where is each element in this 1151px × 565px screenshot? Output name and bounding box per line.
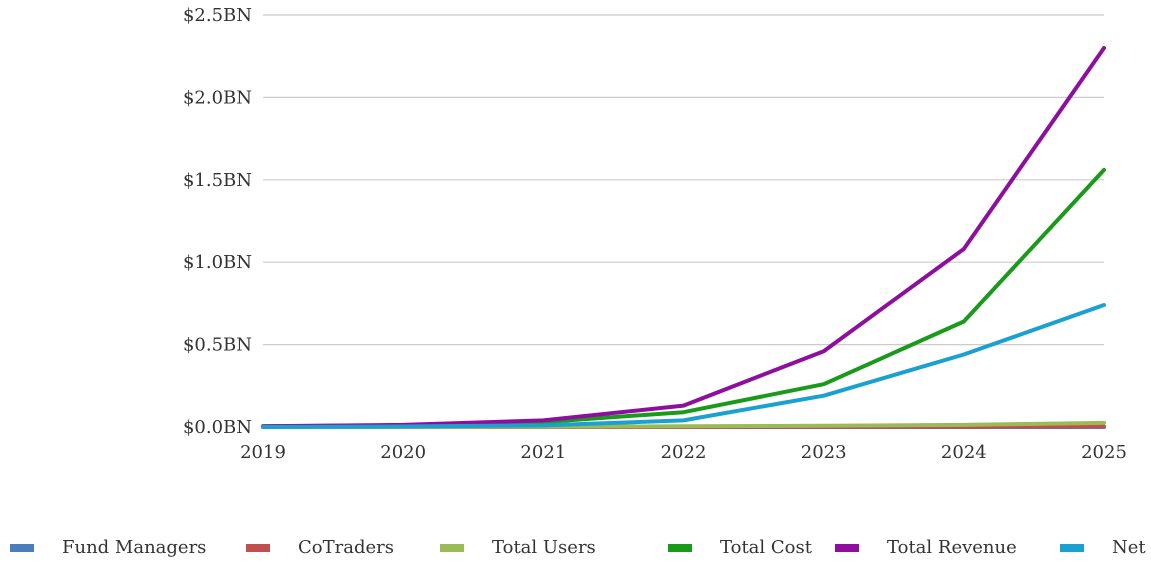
y-tick-label: $0.5BN (183, 335, 252, 356)
legend-item-cotraders[interactable]: CoTraders (246, 537, 394, 558)
legend-item-total-cost[interactable]: Total Cost (668, 537, 812, 558)
legend-swatch (668, 543, 692, 552)
line-chart: $0.0BN $0.5BN $1.0BN $1.5BN $2.0BN $2.5BN 201… (183, 5, 1127, 463)
legend-swatch (1060, 543, 1084, 552)
x-tick-label: 2022 (661, 442, 707, 463)
legend: Fund Managers CoTraders Total Users Total C… (0, 537, 1151, 565)
x-tick-label: 2025 (1081, 442, 1127, 463)
x-tick-label: 2021 (520, 442, 566, 463)
y-tick-label: $2.0BN (183, 87, 252, 108)
y-tick-label: $0.0BN (183, 417, 252, 438)
series-lines (261, 46, 1106, 429)
series-line-total-cost (261, 167, 1106, 429)
series-line-net (261, 303, 1106, 429)
legend-item-total-revenue[interactable]: Total Revenue (835, 537, 1017, 558)
x-tick-label: 2024 (941, 442, 987, 463)
x-tick-label: 2020 (380, 442, 426, 463)
x-tick-label: 2023 (801, 442, 847, 463)
legend-item-fund-managers[interactable]: Fund Managers (10, 537, 206, 558)
y-tick-label: $2.5BN (183, 5, 252, 26)
legend-item-total-users[interactable]: Total Users (440, 537, 596, 558)
legend-swatch (10, 543, 34, 552)
legend-label: Total Cost (720, 537, 812, 558)
legend-swatch (440, 543, 464, 552)
series-line-total-revenue (261, 46, 1106, 429)
legend-label: CoTraders (298, 537, 394, 558)
legend-label: Total Users (492, 537, 596, 558)
legend-label: Total Revenue (887, 537, 1017, 558)
grid-lines (263, 14, 1104, 428)
y-tick-label: $1.0BN (183, 252, 252, 273)
x-axis-labels: 2019 2020 2021 2022 2023 2024 2025 (240, 442, 1127, 463)
legend-label: Fund Managers (62, 537, 207, 558)
legend-swatch (246, 543, 270, 552)
legend-swatch (835, 543, 859, 552)
legend-label: Net (1112, 537, 1146, 558)
x-tick-label: 2019 (240, 442, 286, 463)
y-tick-label: $1.5BN (183, 170, 252, 191)
legend-item-net[interactable]: Net (1060, 537, 1146, 558)
y-axis-labels: $0.0BN $0.5BN $1.0BN $1.5BN $2.0BN $2.5BN (183, 5, 252, 438)
